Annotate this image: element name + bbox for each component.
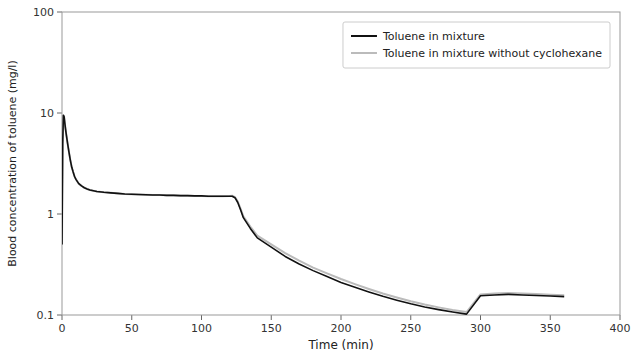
background xyxy=(0,0,634,359)
y-axis: 0.1 1 10 100 xyxy=(33,6,62,322)
x-tick-label: 100 xyxy=(191,322,212,335)
legend-swatch xyxy=(351,52,377,54)
legend-label: Toluene in mixture xyxy=(382,30,485,43)
x-tick xyxy=(62,315,63,320)
x-tick-label: 0 xyxy=(59,322,66,335)
x-tick xyxy=(271,315,272,320)
x-tick-label: 200 xyxy=(331,322,352,335)
y-tick xyxy=(57,12,62,13)
x-tick xyxy=(480,315,481,320)
y-tick-label: 1 xyxy=(47,208,54,221)
x-tick xyxy=(550,315,551,320)
plot-frame xyxy=(62,12,620,315)
x-tick xyxy=(620,315,621,320)
x-axis-label: Time (min) xyxy=(307,338,373,352)
y-tick xyxy=(57,214,62,215)
x-tick-label: 50 xyxy=(125,322,139,335)
x-tick xyxy=(131,315,132,320)
lines xyxy=(62,115,564,314)
x-tick xyxy=(201,315,202,320)
x-tick xyxy=(341,315,342,320)
series-line xyxy=(62,115,564,312)
y-tick-label: 0.1 xyxy=(37,309,55,322)
x-tick-label: 250 xyxy=(400,322,421,335)
legend-swatch xyxy=(351,35,377,37)
y-tick-label: 100 xyxy=(33,6,54,19)
y-tick xyxy=(57,113,62,114)
x-tick-label: 300 xyxy=(470,322,491,335)
y-tick-label: 10 xyxy=(40,107,54,120)
x-tick-label: 150 xyxy=(261,322,282,335)
y-tick xyxy=(57,315,62,316)
series-line xyxy=(62,115,564,314)
x-tick-label: 350 xyxy=(540,322,561,335)
chart: 0 50 100 150 200 250 300 350 400 0.1 1 10 100 Time (m… xyxy=(0,0,634,359)
legend-label: Toluene in mixture without cyclohexane xyxy=(382,47,602,60)
x-axis: 0 50 100 150 200 250 300 350 400 xyxy=(59,315,631,335)
y-axis-label: Blood concentration of toluene (mg/l) xyxy=(6,60,19,266)
legend-box xyxy=(343,22,610,68)
legend: Toluene in mixture Toluene in mixture wit… xyxy=(343,22,610,68)
x-tick xyxy=(410,315,411,320)
x-tick-label: 400 xyxy=(610,322,631,335)
